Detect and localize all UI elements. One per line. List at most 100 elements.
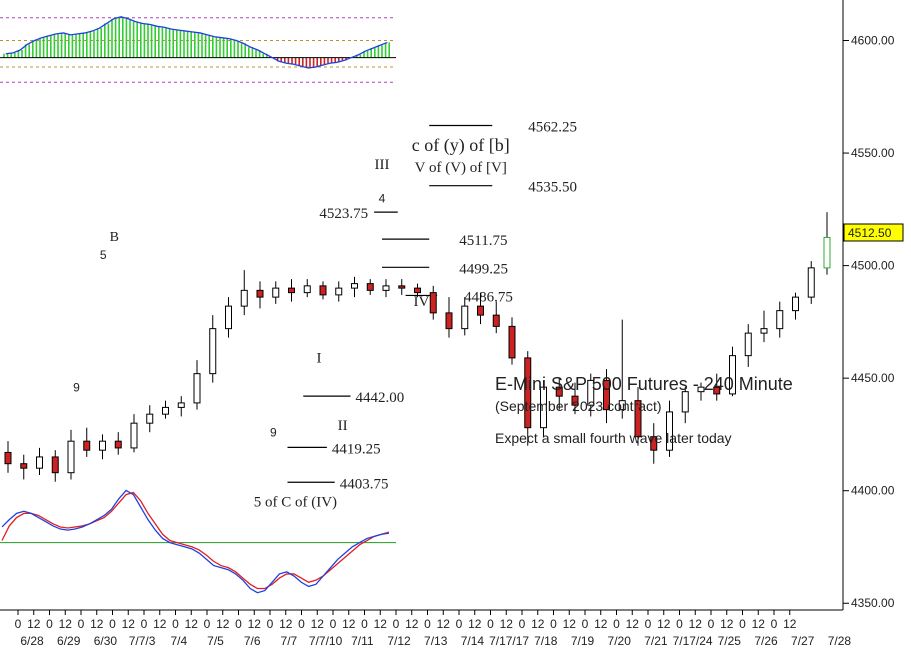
hour-tick-label: 12 <box>626 617 640 631</box>
candle <box>729 346 736 397</box>
wave-label: III <box>375 157 390 173</box>
candle <box>492 301 500 334</box>
date-tick-label: 7/19 <box>571 634 595 648</box>
candle-body <box>445 312 453 330</box>
chart-subtitle: (September 2023 contract) <box>495 398 662 414</box>
candle-body <box>571 395 579 406</box>
hour-tick-label: 0 <box>771 617 778 631</box>
candle-body <box>272 287 280 298</box>
hour-tick-label: 12 <box>122 617 136 631</box>
candle <box>162 400 169 419</box>
date-tick-label: 7/12 <box>387 634 411 648</box>
candle <box>760 310 768 343</box>
candle-body <box>146 413 154 424</box>
candle-body <box>240 289 248 307</box>
price-level-label: 4486.75 <box>464 289 513 305</box>
date-tick-label: 7/7 <box>281 634 298 648</box>
candle-body <box>681 391 689 413</box>
hour-tick-label: 0 <box>645 617 652 631</box>
date-tick-label: 7/4 <box>170 634 187 648</box>
candle <box>540 380 547 437</box>
date-tick-label: 7/11 <box>351 634 374 648</box>
candle-body <box>477 305 484 316</box>
wave-label: I <box>317 350 322 366</box>
date-tick-label: 7/26 <box>754 634 778 648</box>
candle <box>193 360 201 410</box>
price-tick-label: 4500.00 <box>851 259 895 273</box>
candle-body <box>225 305 232 330</box>
hour-tick-label: 0 <box>487 617 494 631</box>
candle-body <box>776 310 784 330</box>
date-tick-label: 7/25 <box>718 634 742 648</box>
momentum-histogram-panel <box>0 16 396 83</box>
hour-tick-label: 12 <box>374 617 388 631</box>
candle-body <box>114 440 122 449</box>
candle-body <box>83 440 91 451</box>
hour-tick-label: 0 <box>204 617 211 631</box>
candle-body <box>382 285 390 291</box>
date-tick-label: 6/30 <box>94 634 118 648</box>
candle-body <box>67 440 75 474</box>
candle <box>335 281 343 302</box>
hour-tick-label: 12 <box>657 617 671 631</box>
date-tick-label: 7/7/10 <box>309 634 343 648</box>
candle <box>240 270 248 316</box>
oscillator-blue-line <box>1 489 389 594</box>
candle <box>67 429 75 480</box>
candle <box>792 292 799 320</box>
chart-note: Expect a small fourth wave later today <box>495 430 732 446</box>
hour-tick-label: 12 <box>342 617 356 631</box>
candle <box>20 454 28 480</box>
candle-body <box>650 436 658 451</box>
candle <box>634 387 642 446</box>
hour-tick-label: 12 <box>279 617 293 631</box>
candle <box>650 423 658 464</box>
hour-tick-label: 12 <box>405 617 419 631</box>
date-tick-label: 7/17/24 <box>673 634 713 648</box>
candle-body <box>193 373 201 404</box>
candle-body <box>823 236 831 269</box>
hour-tick-label: 12 <box>783 617 797 631</box>
date-tick-label: 7/7/3 <box>129 634 156 648</box>
hour-tick-label: 0 <box>267 617 274 631</box>
date-tick-label: 7/6 <box>244 634 261 648</box>
wave-label: IV <box>413 294 429 310</box>
candle <box>618 319 626 419</box>
chart-title: E-Mini S&P 500 Futures - 240 Minute <box>495 374 793 394</box>
candle <box>272 281 280 304</box>
candle <box>807 261 815 304</box>
hour-tick-label: 0 <box>78 617 85 631</box>
count-label: 5 <box>100 248 107 262</box>
price-tick-label: 4400.00 <box>851 484 895 498</box>
date-tick-label: 7/20 <box>608 634 632 648</box>
wave-label: II <box>338 418 348 434</box>
hour-tick-label: 12 <box>90 617 104 631</box>
candle-body <box>713 386 721 395</box>
wave-annotations: c of (y) of [b]V of (V) of [V]IIIBIIIIV5… <box>73 135 510 511</box>
hour-tick-label: 0 <box>613 617 620 631</box>
stochastic-oscillator-panel <box>0 489 396 594</box>
time-axis: 0 12 0 12 0 12 0 12 0 12 0 12 0 12 0 12 0 12 0 12 0 12 0 12 0 12 0… <box>0 609 851 648</box>
date-tick-label: 7/27 <box>791 634 815 648</box>
candle <box>99 434 106 460</box>
candle <box>477 292 484 325</box>
candle <box>36 447 43 475</box>
candle-body <box>492 314 500 327</box>
candle-body <box>36 456 43 469</box>
hour-tick-label: 12 <box>27 617 41 631</box>
hour-tick-label: 12 <box>216 617 230 631</box>
price-level-label: 4403.75 <box>340 476 389 492</box>
candle <box>288 279 295 302</box>
hour-tick-label: 12 <box>531 617 545 631</box>
hour-tick-label: 12 <box>185 617 199 631</box>
candle-body <box>319 285 327 296</box>
candle <box>130 414 138 453</box>
candle-body <box>807 267 815 298</box>
candle-body <box>398 285 406 289</box>
candle <box>366 279 374 295</box>
candle-body <box>177 402 185 408</box>
hour-tick-label: 12 <box>437 617 451 631</box>
hour-tick-label: 0 <box>708 617 715 631</box>
hour-tick-label: 0 <box>330 617 337 631</box>
candle <box>256 281 264 309</box>
